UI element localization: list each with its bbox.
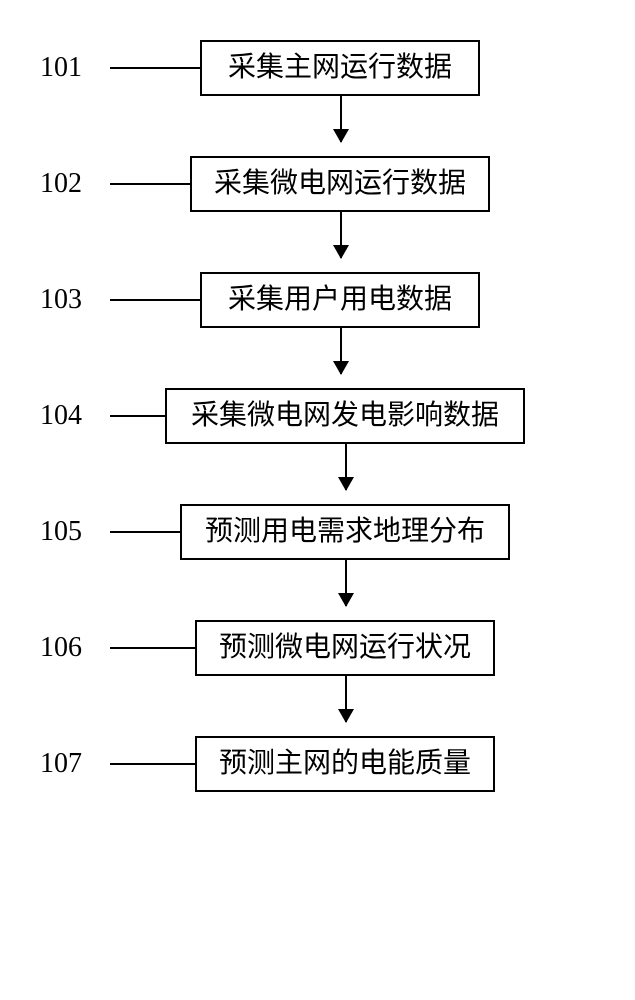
step-number-label: 103	[40, 284, 110, 316]
leader-line	[110, 183, 190, 185]
flow-node: 预测用电需求地理分布	[180, 504, 510, 560]
leader-line	[110, 415, 165, 417]
flow-node: 采集主网运行数据	[200, 40, 480, 96]
leader-line	[110, 67, 200, 69]
step-number-label: 102	[40, 168, 110, 200]
flow-node: 采集用户用电数据	[200, 272, 480, 328]
leader-line	[110, 647, 195, 649]
flowchart-container: 101 采集主网运行数据 102 采集微电网运行数据 103 采集用户用电数据 104 采集微…	[40, 40, 600, 792]
flow-step-102: 102 采集微电网运行数据	[40, 156, 600, 212]
flow-arrow	[40, 560, 600, 620]
flow-step-101: 101 采集主网运行数据	[40, 40, 600, 96]
step-number-label: 104	[40, 400, 110, 432]
flow-arrow	[40, 212, 600, 272]
flow-node: 预测主网的电能质量	[195, 736, 495, 792]
flow-node: 采集微电网发电影响数据	[165, 388, 525, 444]
leader-line	[110, 763, 195, 765]
flow-step-105: 105 预测用电需求地理分布	[40, 504, 600, 560]
flow-arrow	[40, 96, 600, 156]
flow-node: 预测微电网运行状况	[195, 620, 495, 676]
step-number-label: 106	[40, 632, 110, 664]
flow-step-107: 107 预测主网的电能质量	[40, 736, 600, 792]
flow-arrow	[40, 444, 600, 504]
flow-step-106: 106 预测微电网运行状况	[40, 620, 600, 676]
step-number-label: 101	[40, 52, 110, 84]
flow-arrow	[40, 676, 600, 736]
flow-step-104: 104 采集微电网发电影响数据	[40, 388, 600, 444]
step-number-label: 105	[40, 516, 110, 548]
step-number-label: 107	[40, 748, 110, 780]
flow-node: 采集微电网运行数据	[190, 156, 490, 212]
leader-line	[110, 531, 180, 533]
leader-line	[110, 299, 200, 301]
flow-arrow	[40, 328, 600, 388]
flow-step-103: 103 采集用户用电数据	[40, 272, 600, 328]
